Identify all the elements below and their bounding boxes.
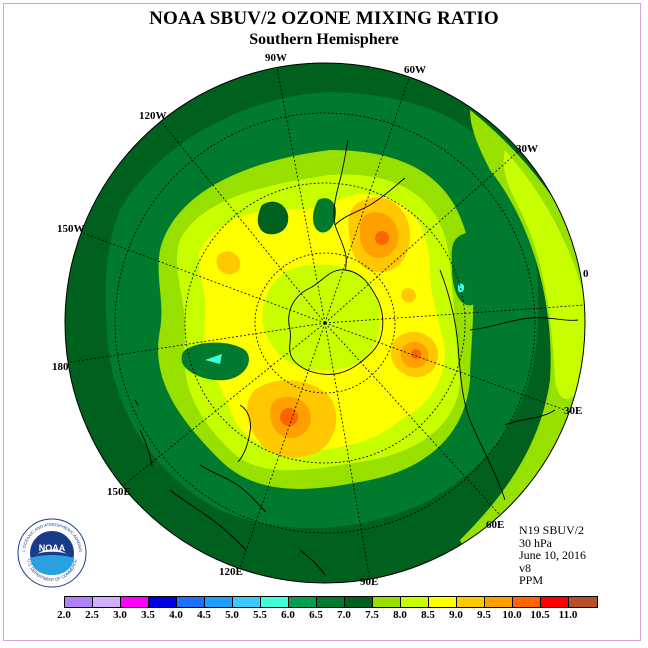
lon-label-60w: 60W <box>404 64 426 76</box>
colorbar-tick-label: 9.5 <box>477 609 491 621</box>
contour-low-e <box>257 201 289 235</box>
colorbar-tick-label: 6.5 <box>309 609 323 621</box>
coastlines <box>134 139 579 576</box>
colorbar-swatch <box>233 597 261 607</box>
info-level: 30 hPa <box>519 535 552 550</box>
contour-9p5-b <box>280 408 298 426</box>
colorbar-swatch <box>541 597 569 607</box>
colorbar-swatches <box>64 596 598 608</box>
info-instrument: N19 SBUV/2 <box>519 523 585 537</box>
colorbar-swatch <box>457 597 485 607</box>
colorbar-tick-label: 7.5 <box>365 609 379 621</box>
logo-text: NOAA <box>39 543 66 553</box>
contour-9p5-a <box>375 231 389 245</box>
colorbar-tick-label: 2.0 <box>57 609 71 621</box>
contour-low-b <box>458 283 465 293</box>
colorbar-swatch <box>373 597 401 607</box>
colorbar-tick-label: 7.0 <box>337 609 351 621</box>
colorbar-swatch <box>317 597 345 607</box>
colorbar-swatch <box>289 597 317 607</box>
colorbar-swatch <box>93 597 121 607</box>
colorbar-swatch <box>485 597 513 607</box>
colorbar-tick-label: 4.5 <box>197 609 211 621</box>
colorbar-tick-label: 5.5 <box>253 609 267 621</box>
lon-label-60e: 60E <box>486 519 504 531</box>
lon-label-90w: 90W <box>265 52 287 64</box>
colorbar-swatch <box>121 597 149 607</box>
info-units: PPM <box>519 573 544 587</box>
colorbar-tick-label: 2.5 <box>85 609 99 621</box>
colorbar-tick-label: 4.0 <box>169 609 183 621</box>
colorbar-labels: 2.0 2.5 3.0 3.5 4.0 4.5 5.0 5.5 6.0 6.5 7.0 7.5 8.0 8… <box>57 609 598 623</box>
lon-label-120w: 120W <box>139 110 167 122</box>
lon-label-30w: 30W <box>516 143 538 155</box>
longitude-labels: 0 30W 60W 90W 120W 150W 180 150E 120E 90… <box>52 52 589 588</box>
colorbar-swatch <box>149 597 177 607</box>
colorbar-tick-label: 11.0 <box>558 609 578 621</box>
colorbar-tick-label: 8.0 <box>393 609 407 621</box>
lon-label-120e: 120E <box>219 566 243 578</box>
map-title: NOAA SBUV/2 OZONE MIXING RATIO <box>149 8 499 29</box>
lon-label-150w: 150W <box>57 223 85 235</box>
info-date: June 10, 2016 <box>519 548 586 562</box>
contour-9p5-c <box>411 349 421 359</box>
map-subtitle: Southern Hemisphere <box>249 31 399 48</box>
noaa-logo: NATIONAL OCEANIC AND ATMOSPHERIC ADMINIS… <box>17 518 87 588</box>
colorbar-tick-label: 3.0 <box>113 609 127 621</box>
colorbar-tick-label: 3.5 <box>141 609 155 621</box>
contour-7p5-east <box>503 150 585 399</box>
contour-8p5-d <box>216 251 241 275</box>
info-version: v8 <box>519 560 531 575</box>
map-outline <box>64 62 586 584</box>
colorbar-swatch <box>261 597 289 607</box>
graticule <box>65 67 585 581</box>
colorbar-swatch <box>429 597 457 607</box>
lon-label-30e: 30E <box>564 405 582 417</box>
colorbar-tick-label: 6.0 <box>281 609 295 621</box>
colorbar-swatch <box>569 597 597 607</box>
colorbar-tick-label: 10.5 <box>530 609 550 621</box>
contour-low-d <box>205 354 222 364</box>
colorbar-swatch <box>513 597 541 607</box>
colorbar-swatch <box>205 597 233 607</box>
contour-low-a <box>451 233 487 306</box>
lon-label-0: 0 <box>583 268 589 280</box>
colorbar-swatch <box>345 597 373 607</box>
contour-8p5-e <box>401 288 417 303</box>
colorbar-tick-label: 9.0 <box>449 609 463 621</box>
colorbar-swatch <box>65 597 93 607</box>
colorbar-swatch <box>401 597 429 607</box>
colorbar-tick-label: 5.0 <box>225 609 239 621</box>
lon-label-150e: 150E <box>107 486 131 498</box>
colorbar-swatch <box>177 597 205 607</box>
info-block: N19 SBUV/2 30 hPa June 10, 2016 v8 PPM <box>519 524 586 587</box>
contour-low-f <box>312 198 336 233</box>
figure-frame <box>3 3 641 641</box>
colorbar-tick-label: 10.0 <box>502 609 522 621</box>
colorbar-tick-label: 8.5 <box>421 609 435 621</box>
contour-center <box>262 264 381 371</box>
lon-label-180: 180 <box>52 361 69 373</box>
colorbar: 2.0 2.5 3.0 3.5 4.0 4.5 5.0 5.5 6.0 6.5 7.0 7.5 8.0 8… <box>57 596 598 623</box>
lon-label-90e: 90E <box>360 576 378 588</box>
ozone-field <box>65 63 585 583</box>
